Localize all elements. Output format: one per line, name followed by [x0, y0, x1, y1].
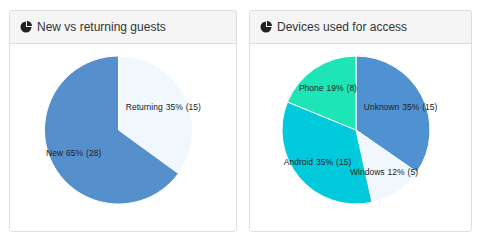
data-label: Phone19%(8) — [299, 83, 357, 93]
label-value: 65% — [66, 148, 83, 158]
data-label: Returning35%(15) — [126, 102, 201, 112]
label-value: 35% — [402, 102, 419, 112]
label-value: 35% — [166, 102, 183, 112]
icon-part — [21, 22, 32, 33]
label-category: Android — [284, 157, 314, 167]
label-category: Windows — [350, 167, 384, 177]
data-label: New65%(28) — [46, 148, 101, 158]
labels: Unknown35%(15)Windows12%(5)Android35%(15… — [284, 83, 438, 177]
card — [10, 11, 237, 232]
card — [250, 11, 472, 232]
icon — [261, 21, 273, 33]
label-value: 12% — [388, 167, 405, 177]
label-count: (15) — [186, 102, 201, 112]
plot — [282, 56, 430, 204]
label-count: (15) — [336, 157, 351, 167]
canvas: New vs returning guestsReturning35%(15)N… — [0, 0, 480, 239]
card-header — [10, 11, 237, 44]
panel: Devices used for accessUnknown35%(15)Win… — [250, 11, 472, 232]
icon-part — [261, 22, 272, 33]
plot — [44, 56, 192, 204]
labels: Returning35%(15) New65%(28) — [46, 102, 201, 158]
icon-part — [27, 21, 32, 26]
data-label: Windows 12%(5) — [350, 167, 418, 177]
label-value: 35% — [316, 157, 333, 167]
data-label: Unknown35%(15) — [364, 102, 438, 112]
icon — [21, 21, 33, 33]
slice — [44, 56, 178, 204]
icon-part — [267, 21, 272, 26]
panel: New vs returning guests Returning35%(15) N… — [10, 11, 237, 232]
data-label: Android35%(15) — [284, 157, 352, 167]
label-category: Phone — [299, 83, 324, 93]
label-count: (8) — [347, 83, 358, 93]
title: Devices used for access — [277, 20, 407, 34]
label-category: Unknown — [364, 102, 400, 112]
label-count: (15) — [422, 102, 437, 112]
card-header — [250, 11, 472, 44]
title: New vs returning guests — [37, 20, 166, 34]
label-value: 19% — [327, 83, 344, 93]
label-category: New — [46, 148, 64, 158]
label-count: (28) — [86, 148, 101, 158]
label-category: Returning — [126, 102, 163, 112]
label-count: (5) — [408, 167, 419, 177]
